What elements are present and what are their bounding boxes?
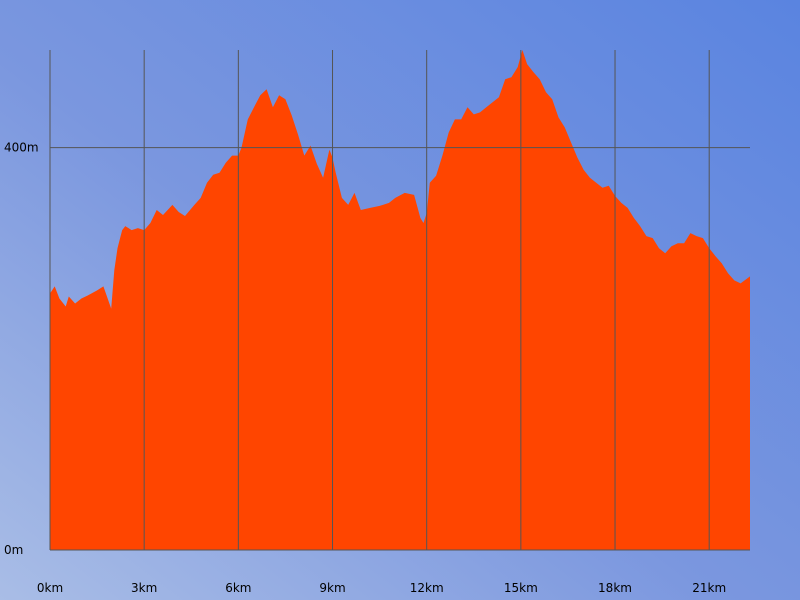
elevation-area	[50, 50, 750, 550]
x-tick-label: 21km	[692, 581, 726, 595]
x-tick-label: 6km	[225, 581, 251, 595]
x-tick-label: 9km	[319, 581, 345, 595]
y-tick-label: 400m	[4, 141, 39, 155]
x-tick-label: 15km	[504, 581, 538, 595]
x-tick-label: 3km	[131, 581, 157, 595]
x-tick-label: 0km	[37, 581, 63, 595]
x-tick-label: 12km	[410, 581, 444, 595]
x-tick-label: 18km	[598, 581, 632, 595]
y-tick-label: 0m	[4, 543, 23, 557]
